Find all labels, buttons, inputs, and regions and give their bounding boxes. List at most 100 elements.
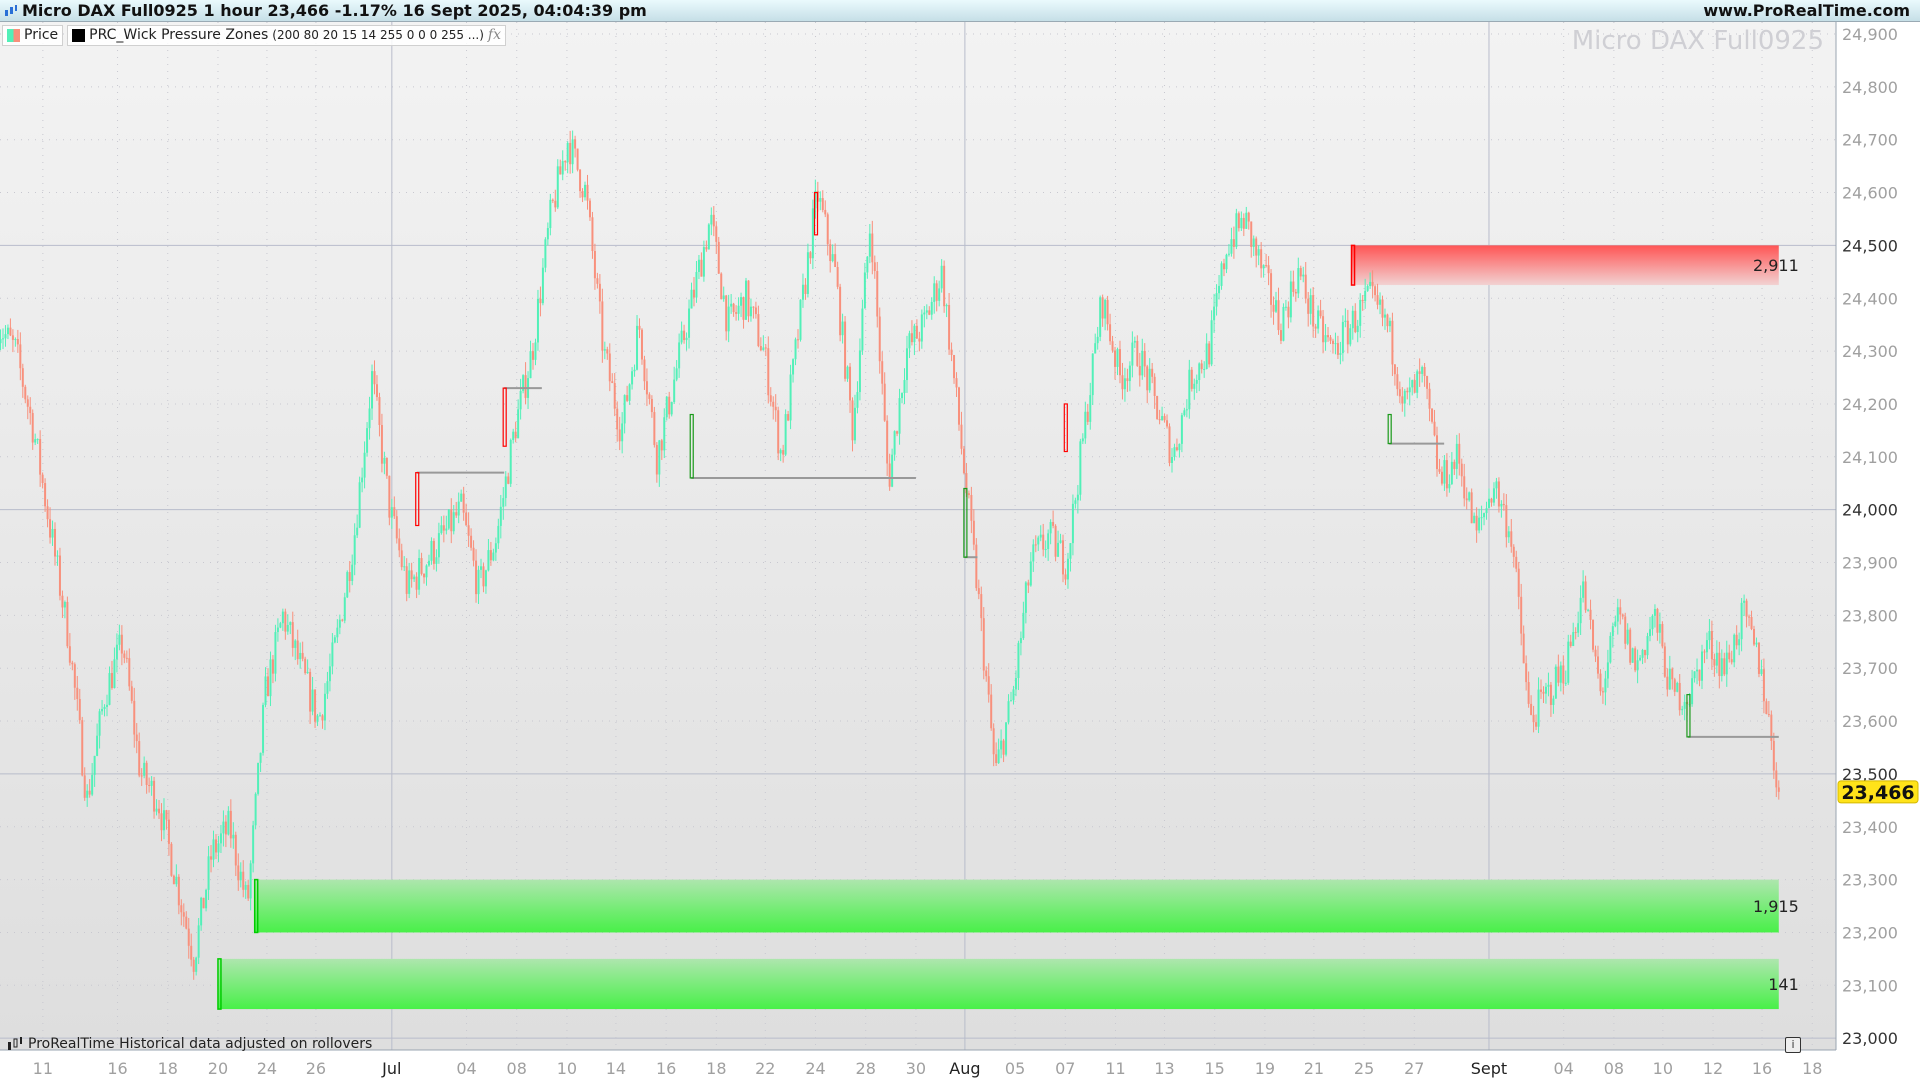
candle-body xyxy=(640,329,643,360)
legend-price[interactable]: Price xyxy=(2,25,64,46)
candle-body xyxy=(1502,503,1505,506)
candle-body xyxy=(400,550,403,568)
x-tick-label: Sept xyxy=(1471,1059,1507,1078)
candle-body xyxy=(1247,212,1250,222)
x-tick-label: 16 xyxy=(656,1059,676,1078)
candle-body xyxy=(418,558,421,590)
candle-body xyxy=(757,314,760,347)
candle-body xyxy=(1431,408,1434,422)
candle-body xyxy=(467,525,470,536)
candle-body xyxy=(425,565,428,578)
candle-body xyxy=(420,558,423,574)
candle-body xyxy=(135,734,138,742)
candle-body xyxy=(638,325,641,330)
candle-body xyxy=(910,333,913,343)
candle-body xyxy=(541,267,544,304)
candle-body xyxy=(1708,631,1711,641)
candle-body xyxy=(83,775,86,798)
time-axis[interactable] xyxy=(0,1050,1836,1080)
candle-body xyxy=(1086,411,1089,422)
candle-body xyxy=(1213,306,1216,321)
candle-body xyxy=(1540,689,1543,692)
candle-body xyxy=(1426,376,1429,389)
x-tick-label: 12 xyxy=(1703,1059,1723,1078)
candle-body xyxy=(744,280,747,320)
candle-body xyxy=(997,749,1000,764)
candle-body xyxy=(574,139,577,149)
wick-marker xyxy=(502,387,507,447)
price-chart[interactable]: 2,911 1,915 141 24,900 24,800 24,700 24,600 24,… xyxy=(0,22,1920,1080)
candle-body xyxy=(130,686,133,701)
candle-body xyxy=(918,338,921,342)
candle-body xyxy=(536,298,539,343)
candle-body xyxy=(0,339,2,344)
candle-body xyxy=(1611,626,1614,636)
candle-body xyxy=(108,673,111,705)
candle-body xyxy=(933,283,936,302)
candle-body xyxy=(1334,343,1337,345)
candle-body xyxy=(1777,787,1780,792)
candle-body xyxy=(1755,642,1758,645)
candle-body xyxy=(1428,388,1431,409)
candle-body xyxy=(455,512,458,516)
x-tick-label: 18 xyxy=(706,1059,726,1078)
candle-body xyxy=(1111,341,1114,351)
candle-body xyxy=(1369,281,1372,287)
candle-body xyxy=(1324,335,1327,343)
fx-icon[interactable]: fx xyxy=(487,27,501,43)
candle-body xyxy=(1579,597,1582,624)
candle-body xyxy=(1084,411,1087,439)
candle-body xyxy=(1166,420,1169,427)
candle-body xyxy=(1168,426,1171,463)
candle-body xyxy=(787,414,790,421)
candle-body xyxy=(1683,701,1686,709)
candle-body xyxy=(1131,342,1134,366)
candle-body xyxy=(237,865,240,881)
candle-body xyxy=(323,693,326,721)
candle-body xyxy=(1433,421,1436,436)
candle-body xyxy=(58,555,61,596)
candle-body xyxy=(1014,678,1017,690)
candle-body xyxy=(665,396,668,418)
legend-indicator[interactable]: PRC_Wick Pressure Zones (200 80 20 15 14… xyxy=(67,25,506,46)
candle-body xyxy=(165,810,168,820)
candle-body xyxy=(319,715,322,717)
candle-body xyxy=(1210,320,1213,365)
candle-body xyxy=(247,884,250,899)
candle-body xyxy=(81,720,84,776)
candle-body xyxy=(1549,684,1552,705)
candle-body xyxy=(1079,441,1082,495)
candle-body xyxy=(309,671,312,712)
site-link[interactable]: www.ProRealTime.com xyxy=(1703,1,1910,20)
candle-body xyxy=(1465,498,1468,501)
candle-body xyxy=(1091,353,1094,396)
x-tick-label: 18 xyxy=(1802,1059,1822,1078)
candle-body xyxy=(1639,657,1642,661)
candle-body xyxy=(358,482,361,528)
candle-body xyxy=(752,306,755,308)
candle-body xyxy=(1572,632,1575,646)
candle-body xyxy=(408,570,411,594)
candle-body xyxy=(450,509,453,532)
candle-body xyxy=(749,306,752,317)
x-tick-label: 24 xyxy=(805,1059,825,1078)
candle-body xyxy=(21,368,24,387)
candle-body xyxy=(442,525,445,531)
candle-body xyxy=(546,228,549,240)
candle-body xyxy=(1423,367,1426,377)
candle-body xyxy=(777,410,780,454)
candle-body xyxy=(1156,395,1159,420)
candle-body xyxy=(271,659,274,674)
candle-body xyxy=(678,342,681,369)
candle-body xyxy=(1480,517,1483,519)
candle-body xyxy=(133,700,136,735)
price-axis[interactable] xyxy=(1836,22,1920,1080)
candle-body xyxy=(413,576,416,580)
candle-body xyxy=(197,925,200,958)
candle-body xyxy=(140,775,143,777)
candle-body xyxy=(1005,722,1008,755)
info-button[interactable]: i xyxy=(1785,1037,1801,1053)
candle-body xyxy=(1450,461,1453,485)
candle-body xyxy=(544,239,547,268)
y-tick-label: 23,400 xyxy=(1842,818,1898,837)
